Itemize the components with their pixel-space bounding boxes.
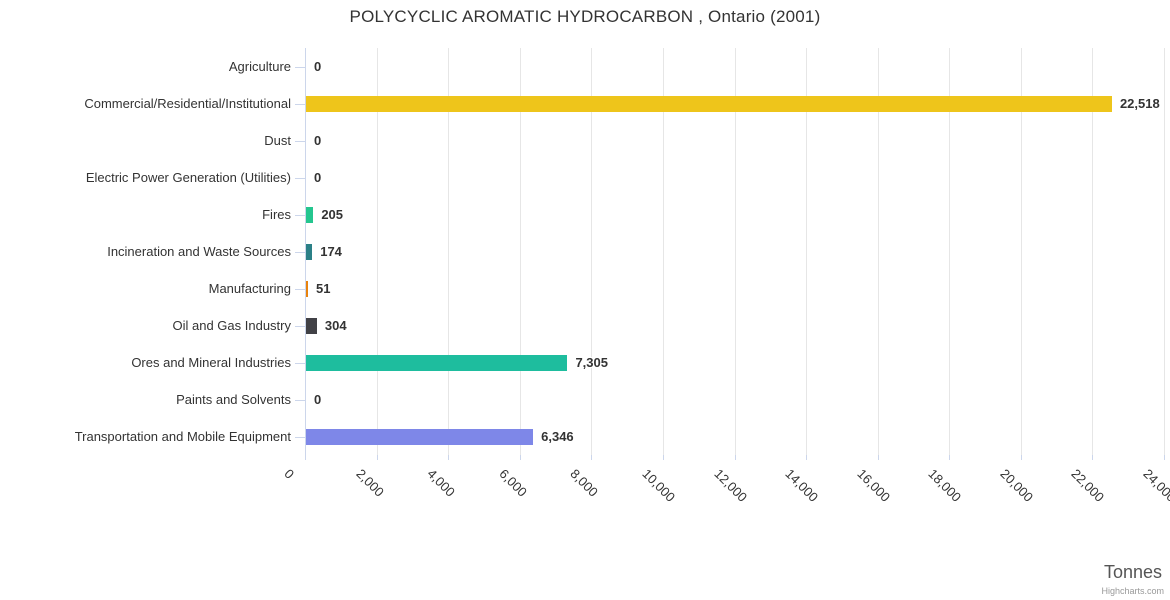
gridline [806,48,808,455]
category-label: Ores and Mineral Industries [131,354,291,370]
data-label: 51 [316,280,331,296]
value-axis-tick [1164,455,1165,460]
x-axis-tick-label: 12,000 [710,466,750,505]
category-tick [295,66,305,68]
bar[interactable] [306,317,317,334]
category-label: Electric Power Generation (Utilities) [85,169,291,185]
category-label: Manufacturing [208,280,291,296]
value-axis-tick [376,455,378,460]
data-label: 304 [324,317,347,333]
category-axis-line [305,48,306,455]
gridline [519,48,521,455]
bar[interactable] [306,354,568,371]
category-label: Agriculture [228,58,291,74]
category-tick [295,103,305,105]
value-axis-tick [1092,455,1094,460]
value-axis-tick [591,455,593,460]
gridline [949,48,951,455]
category-tick [295,362,305,364]
bar[interactable] [306,280,308,297]
bar[interactable] [306,428,534,445]
x-axis-tick-label: 24,000 [1140,466,1170,505]
category-label: Incineration and Waste Sources [107,243,291,259]
value-axis-tick [1020,455,1022,460]
gridline [662,48,664,455]
category-tick [295,140,305,142]
x-axis-tick-label: 20,000 [997,466,1036,505]
bar[interactable] [306,95,1112,112]
x-axis-tick-label: 6,000 [496,466,530,500]
x-axis-tick-label: 8,000 [567,466,602,500]
gridline [734,48,736,455]
category-label: Transportation and Mobile Equipment [74,428,291,444]
bar[interactable] [306,206,314,223]
data-label: 174 [320,243,342,259]
category-label: Paints and Solvents [176,391,291,407]
data-label: 205 [321,206,344,222]
data-label: 22,518 [1119,95,1160,111]
data-label: 6,346 [541,428,574,444]
x-axis-tick-label: 2,000 [352,466,387,500]
category-tick [295,177,305,179]
bar[interactable] [306,243,313,260]
value-axis-tick [519,455,521,460]
category-label: Commercial/Residential/Institutional [84,95,291,111]
x-axis-tick-label: 10,000 [639,466,679,505]
x-axis-tick-label: 4,000 [424,466,459,500]
x-axis-tick-label: 0 [281,466,298,482]
data-label: 0 [314,169,322,185]
gridline [591,48,593,455]
value-axis-tick [949,455,951,460]
value-axis-tick [806,455,808,460]
gridline [448,48,450,455]
x-axis-tick-label: 16,000 [854,466,893,505]
category-tick [295,399,305,401]
category-label: Fires [262,206,291,222]
chart-title: POLYCYCLIC AROMATIC HYDROCARBON , Ontari… [349,7,821,26]
gridline [877,48,879,455]
value-axis-tick [448,455,450,460]
category-tick [295,214,305,216]
x-axis-tick-label: 14,000 [782,466,822,505]
category-tick [295,288,305,290]
value-axis-tick [305,455,306,460]
gridline [1092,48,1094,455]
value-axis-title: Tonnes [1103,562,1162,582]
category-tick [295,436,305,438]
data-label: 0 [314,58,322,74]
value-axis-tick [662,455,664,460]
category-tick [295,251,305,253]
gridline [1020,48,1022,455]
data-label: 7,305 [575,354,608,370]
value-axis-tick [877,455,879,460]
highcharts-credits-link[interactable]: Highcharts.com [1101,586,1164,596]
x-axis-tick-label: 22,000 [1068,466,1108,505]
x-axis-tick-label: 18,000 [925,466,965,505]
gridline [1164,48,1165,455]
data-label: 0 [314,132,322,148]
category-label: Oil and Gas Industry [172,317,292,333]
gridline [376,48,378,455]
category-tick [295,325,305,327]
data-label: 0 [314,391,322,407]
value-axis-tick [734,455,736,460]
category-label: Dust [264,132,291,148]
